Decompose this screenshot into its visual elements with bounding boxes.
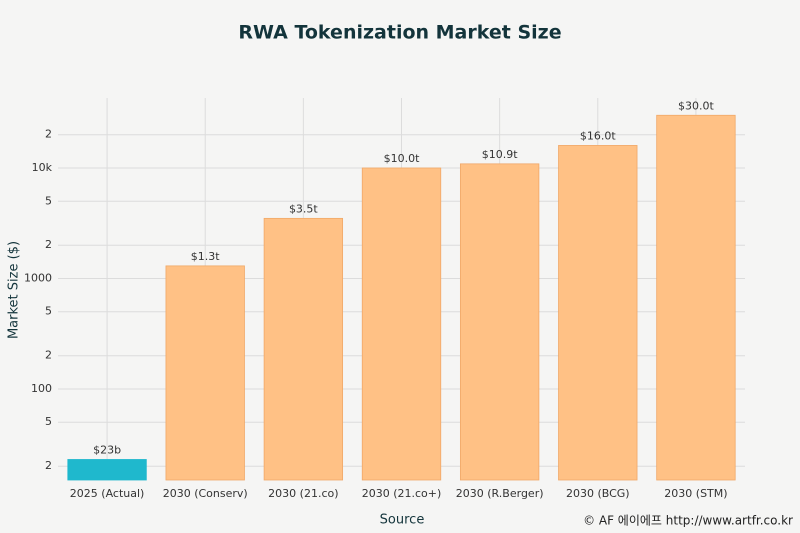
bar: [656, 114, 736, 481]
bar: [263, 217, 344, 481]
value-label: $16.0t: [580, 129, 616, 142]
bar: [459, 163, 540, 481]
value-label: $3.5t: [289, 202, 318, 215]
x-tick-label: 2030 (STM): [664, 487, 727, 500]
value-label: $1.3t: [191, 250, 220, 263]
x-tick-label: 2030 (R.Berger): [456, 487, 544, 500]
x-tick-label: 2030 (BCG): [566, 487, 630, 500]
y-tick-label: 2: [45, 128, 52, 141]
x-axis-label: Source: [380, 513, 425, 528]
y-tick-label: 100: [31, 382, 52, 395]
value-label: $10.9t: [482, 148, 518, 161]
y-tick-label: 5: [45, 194, 52, 207]
value-label: $10.0t: [384, 152, 420, 165]
bar: [558, 145, 638, 481]
x-tick-label: 2030 (21.co+): [362, 487, 442, 500]
bar: [67, 459, 147, 481]
bar: [361, 167, 442, 481]
footer: © AF 에이에프 http://www.artfr.co.kr: [583, 514, 793, 528]
value-label: $23b: [93, 443, 121, 456]
chart-title: RWA Tokenization Market Size: [238, 22, 561, 44]
y-tick-label: 2: [45, 349, 52, 362]
value-label: $30.0t: [678, 99, 714, 112]
y-tick-label: 2: [45, 238, 52, 251]
x-tick-label: 2025 (Actual): [70, 487, 145, 500]
y-axis-label: Market Size ($): [7, 241, 22, 339]
y-tick-label: 10k: [32, 161, 53, 174]
y-tick-label: 1000: [24, 271, 52, 284]
x-tick-label: 2030 (Conserv): [163, 487, 248, 500]
y-tick-label: 5: [45, 305, 52, 318]
x-tick-label: 2030 (21.co): [268, 487, 338, 500]
y-tick-label: 5: [45, 415, 52, 428]
y-tick-label: 2: [45, 459, 52, 472]
bar: [165, 265, 245, 481]
